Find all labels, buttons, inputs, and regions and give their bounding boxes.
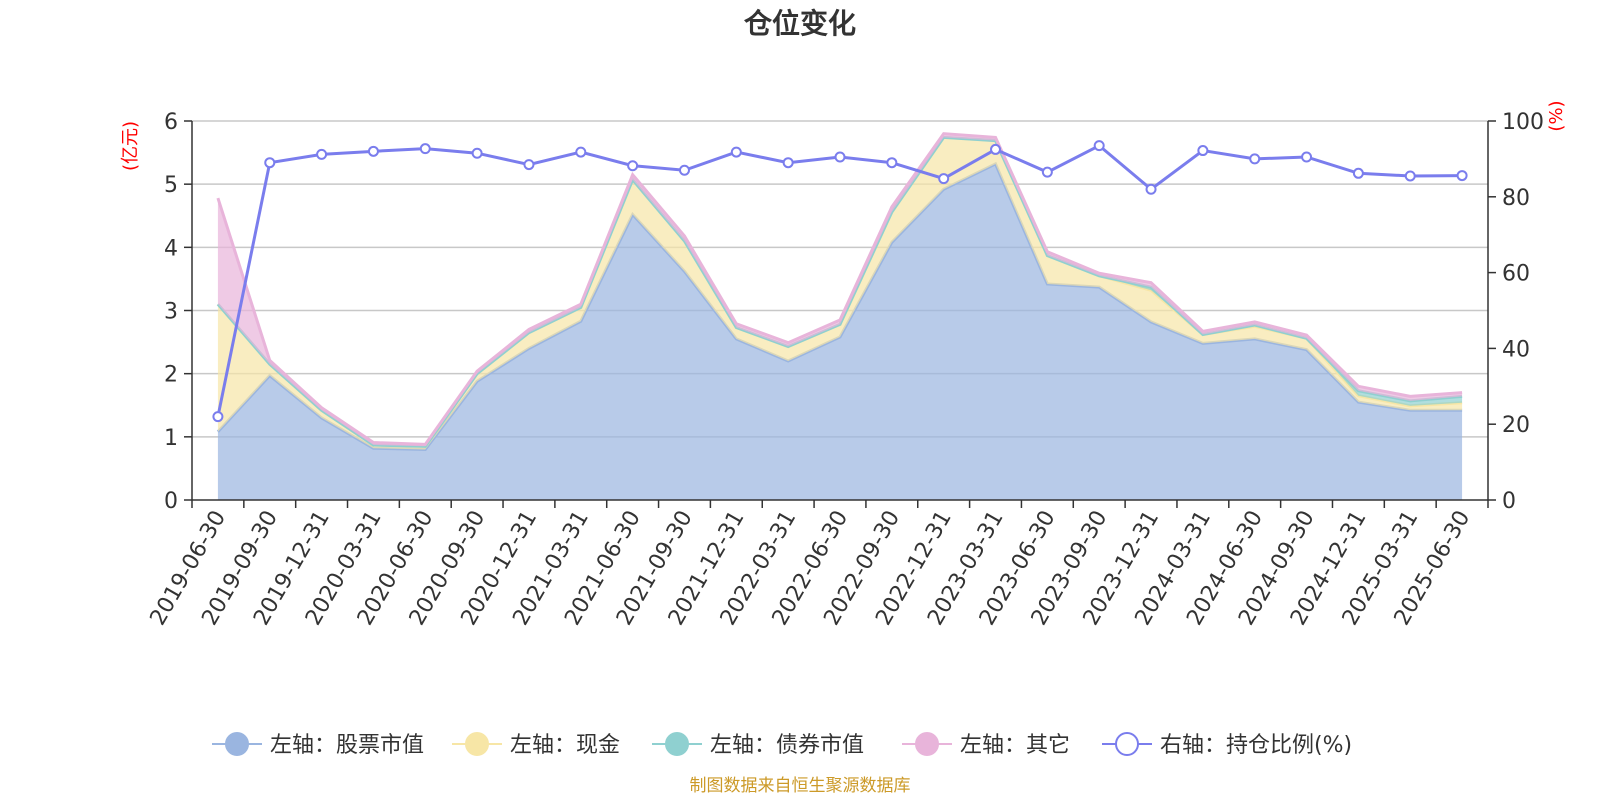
area-series-1 [217, 163, 1463, 500]
legend-swatch-marker [915, 732, 939, 756]
ratio-line-point [886, 157, 898, 169]
left-axis-tick-label: 5 [164, 173, 178, 198]
legend-swatch-marker [465, 732, 489, 756]
legend-label: 左轴：股票市值 [270, 733, 424, 758]
ratio-line-point [1456, 170, 1468, 182]
chart-title: 仓位变化 [744, 7, 856, 40]
ratio-line-point [1041, 166, 1053, 178]
legend-item: 左轴：其它 [902, 732, 1070, 758]
ratio-line-point [212, 411, 224, 423]
ratio-line-point [367, 145, 379, 157]
ratio-line-point [1404, 170, 1416, 182]
ratio-line-point [990, 143, 1002, 155]
left-axis-tick-label: 4 [164, 236, 178, 261]
right-axis-tick-label: 60 [1502, 262, 1530, 287]
left-axis-tick-label: 0 [164, 489, 178, 514]
ratio-line-point [1145, 183, 1157, 195]
legend-label: 右轴：持仓比例(%) [1160, 733, 1352, 758]
left-axis-tick-label: 3 [164, 300, 178, 325]
ratio-line-point [834, 151, 846, 163]
ratio-line-point [1197, 145, 1209, 157]
right-axis-tick-label: 100 [1502, 110, 1544, 135]
legend-label: 左轴：现金 [510, 733, 620, 758]
legend-item: 右轴：持仓比例(%) [1102, 732, 1352, 758]
right-axis-tick-label: 80 [1502, 186, 1530, 211]
right-axis-unit: (%) [1546, 100, 1567, 131]
left-axis-tick-label: 2 [164, 363, 178, 388]
right-axis-tick-label: 40 [1502, 337, 1530, 362]
ratio-line-point [782, 157, 794, 169]
ratio-line-point [1301, 151, 1313, 163]
ratio-line [212, 140, 1468, 423]
right-axis-tick-label: 20 [1502, 413, 1530, 438]
ratio-line-point [627, 160, 639, 172]
right-axis-tick-label: 0 [1502, 489, 1516, 514]
ratio-line-point [471, 147, 483, 159]
ratio-line-point [1352, 167, 1364, 179]
ratio-line-point [1249, 153, 1261, 165]
legend-swatch-marker [665, 732, 689, 756]
ratio-line-point [523, 159, 535, 171]
ratio-line-point [1093, 140, 1105, 152]
left-axis-tick-label: 6 [164, 110, 178, 135]
stacked-areas [216, 132, 1463, 500]
ratio-line-point [316, 148, 328, 160]
legend: 左轴：股票市值 左轴：现金 左轴：债券市值 左轴：其它 右轴：持仓比例(%) [212, 732, 1352, 758]
legend-label: 左轴：债券市值 [710, 733, 864, 758]
data-source-note: 制图数据来自恒生聚源数据库 [690, 776, 911, 796]
ratio-line-point [419, 143, 431, 155]
area-series-4-edge [216, 132, 1463, 446]
legend-label: 左轴：其它 [960, 733, 1070, 758]
ratio-line-point [938, 173, 950, 185]
ratio-line-point [264, 157, 276, 169]
ratio-line-point [678, 164, 690, 176]
legend-swatch-marker [1115, 732, 1139, 756]
legend-item: 左轴：现金 [452, 732, 620, 758]
legend-swatch-marker [225, 732, 249, 756]
ratio-line-point [730, 146, 742, 158]
ratio-line-point [575, 146, 587, 158]
left-axis-unit: (亿元) [120, 121, 141, 171]
legend-item: 左轴：股票市值 [212, 732, 424, 758]
left-axis-tick-label: 1 [164, 426, 178, 451]
legend-item: 左轴：债券市值 [652, 732, 864, 758]
